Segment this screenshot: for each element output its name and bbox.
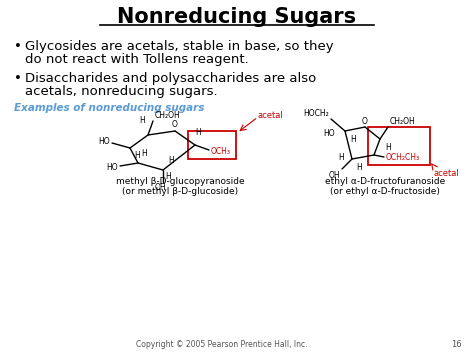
Text: Disaccharides and polysaccharides are also: Disaccharides and polysaccharides are al… [25, 72, 316, 85]
Text: H: H [139, 116, 145, 125]
Text: •: • [14, 72, 22, 85]
Text: H: H [356, 163, 362, 172]
Text: Glycosides are acetals, stable in base, so they: Glycosides are acetals, stable in base, … [25, 40, 334, 53]
Text: CH₂OH: CH₂OH [155, 111, 181, 120]
Text: O: O [172, 120, 178, 129]
Text: O: O [362, 117, 368, 126]
Text: (or methyl β-D-glucoside): (or methyl β-D-glucoside) [122, 187, 238, 196]
Text: •: • [14, 40, 22, 53]
Text: H: H [385, 143, 391, 152]
Text: HO: HO [106, 163, 118, 171]
Bar [368, 127, 430, 165]
Text: ethyl α-D-fructofuranoside: ethyl α-D-fructofuranoside [325, 177, 445, 186]
Text: acetal: acetal [434, 169, 460, 178]
Text: H: H [165, 172, 171, 181]
Text: H: H [168, 156, 174, 165]
Text: acetal: acetal [258, 110, 284, 120]
Text: HOCH₂: HOCH₂ [303, 109, 329, 118]
Text: Nonreducing Sugars: Nonreducing Sugars [118, 7, 356, 27]
Text: OH: OH [328, 171, 340, 180]
Text: HO: HO [323, 129, 335, 137]
Text: Examples of nonreducing sugars: Examples of nonreducing sugars [14, 103, 204, 113]
Bar [188, 131, 236, 159]
Text: CH₂OH: CH₂OH [390, 117, 416, 126]
Text: H: H [338, 153, 344, 162]
Text: OCH₃: OCH₃ [211, 147, 231, 155]
Text: 16: 16 [451, 340, 462, 349]
Text: OH: OH [154, 183, 166, 192]
Text: methyl β-D-glucopyranoside: methyl β-D-glucopyranoside [116, 177, 244, 186]
Text: OCH₂CH₃: OCH₂CH₃ [386, 153, 420, 162]
Text: acetals, nonreducing sugars.: acetals, nonreducing sugars. [25, 86, 218, 98]
Text: do not react with Tollens reagent.: do not react with Tollens reagent. [25, 54, 249, 66]
Text: H: H [134, 151, 140, 160]
Text: (or ethyl α-D-fructoside): (or ethyl α-D-fructoside) [330, 187, 440, 196]
Text: H: H [195, 128, 201, 137]
Text: Copyright © 2005 Pearson Prentice Hall, Inc.: Copyright © 2005 Pearson Prentice Hall, … [136, 340, 308, 349]
Text: H: H [350, 135, 356, 144]
Text: HO: HO [99, 137, 110, 147]
Text: H: H [141, 149, 147, 158]
